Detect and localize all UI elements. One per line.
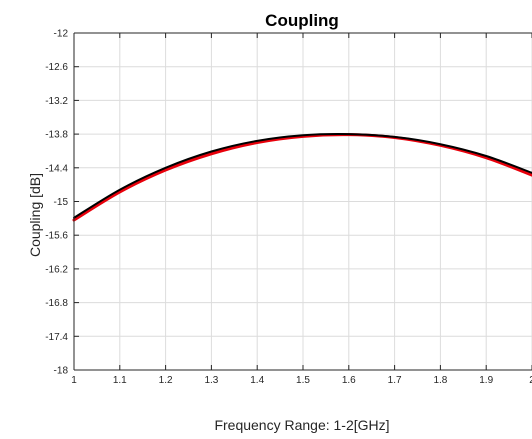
x-tick-label: 1.6 bbox=[342, 375, 356, 386]
x-tick-label: 2 bbox=[529, 375, 532, 386]
x-tick-label: 1.9 bbox=[479, 375, 493, 386]
x-tick-labels: 1 1.1 1.2 1.3 1.4 1.5 1.6 1.7 1.8 1.9 2 bbox=[71, 375, 532, 386]
x-tick-label: 1 bbox=[71, 375, 77, 386]
y-axis-label: Coupling [dB] bbox=[27, 173, 43, 257]
y-tick-label: -18 bbox=[54, 366, 69, 377]
x-tick-label: 1.4 bbox=[250, 375, 264, 386]
x-tick-label: 1.3 bbox=[204, 375, 218, 386]
y-tick-label: -16.2 bbox=[45, 264, 68, 275]
y-tick-label: -15 bbox=[54, 197, 69, 208]
x-tick-label: 1.1 bbox=[113, 375, 127, 386]
x-tick-label: 1.5 bbox=[296, 375, 310, 386]
series-1-line bbox=[72, 133, 532, 222]
x-axis-label: Frequency Range: 1-2[GHz] bbox=[214, 417, 389, 433]
grid bbox=[73, 32, 532, 371]
x-tick-label: 1.2 bbox=[159, 375, 173, 386]
x-tick-label: 1.7 bbox=[388, 375, 402, 386]
y-tick-label: -12 bbox=[54, 29, 69, 40]
y-tick-label: -15.6 bbox=[45, 231, 68, 242]
y-tick-label: -16.8 bbox=[45, 298, 68, 309]
series-layer bbox=[72, 132, 532, 222]
chart-title: Coupling bbox=[265, 11, 339, 30]
y-tick-label: -13.2 bbox=[45, 96, 68, 107]
series-2-line bbox=[73, 132, 532, 219]
axes bbox=[73, 32, 532, 371]
y-tick-label: -17.4 bbox=[45, 332, 68, 343]
y-tick-label: -13.8 bbox=[45, 130, 68, 141]
y-tick-labels: -12 -12.6 -13.2 -13.8 -14.4 -15 -15.6 -16.2 -16.… bbox=[45, 29, 68, 377]
x-tick-label: 1.8 bbox=[433, 375, 447, 386]
y-tick-label: -12.6 bbox=[45, 62, 68, 73]
y-tick-label: -14.4 bbox=[45, 163, 68, 174]
